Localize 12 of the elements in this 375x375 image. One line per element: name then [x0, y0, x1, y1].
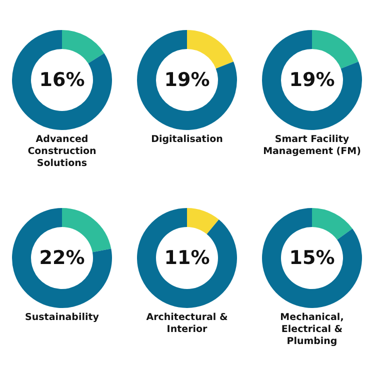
text: Mechanical, Electrical & Plumbing	[279, 312, 345, 348]
text: 19%	[262, 30, 362, 130]
text: Sustainability	[24, 312, 100, 324]
text: 22%	[12, 208, 112, 308]
text: Architectural & Interior	[145, 312, 229, 336]
text: 19%	[137, 30, 237, 130]
text: 16%	[12, 30, 112, 130]
text: 11%	[137, 208, 237, 308]
text: Digitalisation	[150, 134, 224, 146]
text: Smart Facility Management (FM)	[262, 134, 362, 158]
text: 15%	[262, 208, 362, 308]
text: Advanced Construction Solutions	[26, 134, 98, 170]
